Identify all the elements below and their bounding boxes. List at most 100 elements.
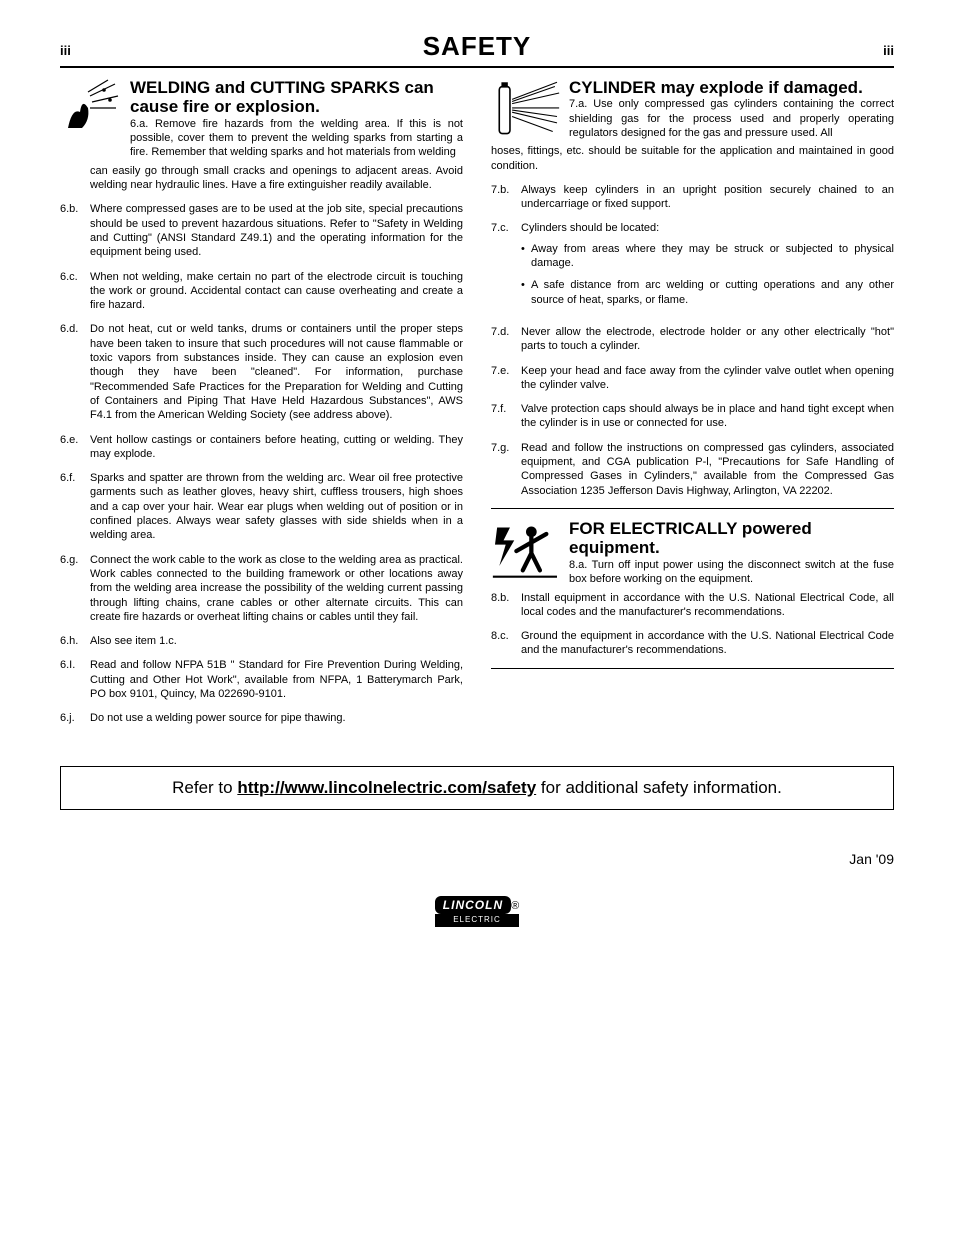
item-body: Sparks and spatter are thrown from the w… bbox=[90, 471, 463, 542]
item-body: When not welding, make certain no part o… bbox=[90, 270, 463, 313]
list-item: 6.h.Also see item 1.c. bbox=[60, 634, 463, 648]
item-body: Valve protection caps should always be i… bbox=[521, 402, 894, 431]
bullet-text: Away from areas where they may be struck… bbox=[531, 242, 894, 271]
footer-pre: Refer to bbox=[172, 778, 237, 797]
revision-date: Jan '09 bbox=[60, 850, 894, 868]
item-label: 6.I. bbox=[60, 658, 90, 701]
item-text: Use only compressed gas cylinders contai… bbox=[569, 98, 894, 139]
page-title: SAFETY bbox=[423, 30, 532, 64]
sub-bullet: •Away from areas where they may be struc… bbox=[521, 242, 894, 271]
cylinder-items: 7.b.Always keep cylinders in an upright … bbox=[491, 183, 894, 498]
item-text: Install equipment in accordance with the… bbox=[521, 592, 894, 618]
right-column: CYLINDER may explode if damaged. 7.a. Us… bbox=[491, 78, 894, 736]
item-body: Read and follow the instructions on comp… bbox=[521, 441, 894, 498]
left-column: WELDING and CUTTING SPARKS can cause fir… bbox=[60, 78, 463, 736]
item-text: Keep your head and face away from the cy… bbox=[521, 365, 894, 391]
item-label: 7.b. bbox=[491, 183, 521, 212]
fire-spark-icon bbox=[60, 78, 122, 136]
item-text: Ground the equipment in accordance with … bbox=[521, 630, 894, 656]
list-item: 7.b.Always keep cylinders in an upright … bbox=[491, 183, 894, 212]
list-item: 7.d.Never allow the electrode, electrode… bbox=[491, 325, 894, 354]
item-text: When not welding, make certain no part o… bbox=[90, 271, 463, 312]
item-text: Vent hollow castings or containers befor… bbox=[90, 434, 463, 460]
item-label: 6.b. bbox=[60, 202, 90, 259]
footer-reference-box: Refer to http://www.lincolnelectric.com/… bbox=[60, 766, 894, 810]
item-label: 7.e. bbox=[491, 364, 521, 393]
list-item: 8.c.Ground the equipment in accordance w… bbox=[491, 629, 894, 658]
item-label: 6.d. bbox=[60, 322, 90, 422]
item-body: Do not heat, cut or weld tanks, drums or… bbox=[90, 322, 463, 422]
item-label: 8.a. bbox=[569, 559, 587, 571]
item-body: Cylinders should be located: •Away from a… bbox=[521, 221, 894, 314]
footer-link[interactable]: http://www.lincolnelectric.com/safety bbox=[237, 778, 536, 797]
cylinder-heading: CYLINDER may explode if damaged. bbox=[569, 78, 894, 98]
list-item: 7.e.Keep your head and face away from th… bbox=[491, 364, 894, 393]
bullet-icon: • bbox=[521, 242, 531, 271]
item-text: Valve protection caps should always be i… bbox=[521, 403, 894, 429]
list-item: 6.b.Where compressed gases are to be use… bbox=[60, 202, 463, 259]
welding-heading: WELDING and CUTTING SPARKS can cause fir… bbox=[130, 78, 463, 117]
list-item: 6.f.Sparks and spatter are thrown from t… bbox=[60, 471, 463, 542]
section-cylinder-header: CYLINDER may explode if damaged. 7.a. Us… bbox=[491, 78, 894, 140]
welding-items: 6.b.Where compressed gases are to be use… bbox=[60, 202, 463, 725]
bullet-text: A safe distance from arc welding or cutt… bbox=[531, 278, 894, 307]
item-label: 8.c. bbox=[491, 629, 521, 658]
item-body: Also see item 1.c. bbox=[90, 634, 463, 648]
item-body: Never allow the electrode, electrode hol… bbox=[521, 325, 894, 354]
item-label: 7.a. bbox=[569, 98, 587, 110]
item-body: Read and follow NFPA 51B " Standard for … bbox=[90, 658, 463, 701]
cylinder-lead-rest: hoses, fittings, etc. should be suitable… bbox=[491, 144, 894, 173]
item-text: Remove fire hazards from the welding are… bbox=[130, 118, 463, 159]
page-number-right: iii bbox=[883, 43, 894, 60]
sub-bullet: •A safe distance from arc welding or cut… bbox=[521, 278, 894, 307]
item-text: Sparks and spatter are thrown from the w… bbox=[90, 472, 463, 541]
item-label: 6.j. bbox=[60, 711, 90, 725]
list-item: 8.b.Install equipment in accordance with… bbox=[491, 591, 894, 620]
list-item: 6.c.When not welding, make certain no pa… bbox=[60, 270, 463, 313]
item-text: Connect the work cable to the work as cl… bbox=[90, 554, 463, 623]
item-label: 6.f. bbox=[60, 471, 90, 542]
item-text: Never allow the electrode, electrode hol… bbox=[521, 326, 894, 352]
logo-top: LINCOLN bbox=[435, 896, 511, 914]
item-text: Cylinders should be located: bbox=[521, 222, 659, 234]
electrical-heading: FOR ELECTRICALLY powered equipment. bbox=[569, 519, 894, 558]
page-number-left: iii bbox=[60, 43, 71, 60]
list-item: 7.g.Read and follow the instructions on … bbox=[491, 441, 894, 498]
item-body: Where compressed gases are to be used at… bbox=[90, 202, 463, 259]
item-body: Do not use a welding power source for pi… bbox=[90, 711, 463, 725]
item-label: 6.a. bbox=[130, 118, 148, 130]
electrical-items: 8.b.Install equipment in accordance with… bbox=[491, 591, 894, 658]
item-body: Install equipment in accordance with the… bbox=[521, 591, 894, 620]
content-columns: WELDING and CUTTING SPARKS can cause fir… bbox=[60, 78, 894, 736]
item-body: Vent hollow castings or containers befor… bbox=[90, 433, 463, 462]
list-item: 6.I.Read and follow NFPA 51B " Standard … bbox=[60, 658, 463, 701]
list-item: 7.c.Cylinders should be located: •Away fr… bbox=[491, 221, 894, 314]
item-body: Ground the equipment in accordance with … bbox=[521, 629, 894, 658]
brand-logo: LINCOLN® ELECTRIC bbox=[60, 898, 894, 927]
item-label: 7.g. bbox=[491, 441, 521, 498]
cylinder-explode-icon bbox=[491, 78, 561, 140]
item-text: Also see item 1.c. bbox=[90, 635, 177, 647]
section-divider bbox=[491, 668, 894, 669]
item-text: Where compressed gases are to be used at… bbox=[90, 203, 463, 258]
item-label: 7.d. bbox=[491, 325, 521, 354]
item-label: 8.b. bbox=[491, 591, 521, 620]
sub-bullet-list: •Away from areas where they may be struc… bbox=[521, 242, 894, 307]
list-item: 6.j.Do not use a welding power source fo… bbox=[60, 711, 463, 725]
logo-bot: ELECTRIC bbox=[435, 914, 519, 926]
item-text: Always keep cylinders in an upright posi… bbox=[521, 184, 894, 210]
list-item: 6.g.Connect the work cable to the work a… bbox=[60, 553, 463, 624]
section-divider bbox=[491, 508, 894, 509]
item-text: Do not use a welding power source for pi… bbox=[90, 712, 346, 724]
list-item: 6.e.Vent hollow castings or containers b… bbox=[60, 433, 463, 462]
electric-shock-icon bbox=[491, 519, 561, 581]
item-text: Read and follow the instructions on comp… bbox=[521, 442, 894, 497]
section-electrical-header: FOR ELECTRICALLY powered equipment. 8.a.… bbox=[491, 519, 894, 587]
item-label: 7.c. bbox=[491, 221, 521, 314]
item-label: 6.e. bbox=[60, 433, 90, 462]
list-item: 7.f.Valve protection caps should always … bbox=[491, 402, 894, 431]
item-text: Do not heat, cut or weld tanks, drums or… bbox=[90, 323, 463, 421]
item-label: 6.g. bbox=[60, 553, 90, 624]
item-label: 6.h. bbox=[60, 634, 90, 648]
section-welding-header: WELDING and CUTTING SPARKS can cause fir… bbox=[60, 78, 463, 160]
